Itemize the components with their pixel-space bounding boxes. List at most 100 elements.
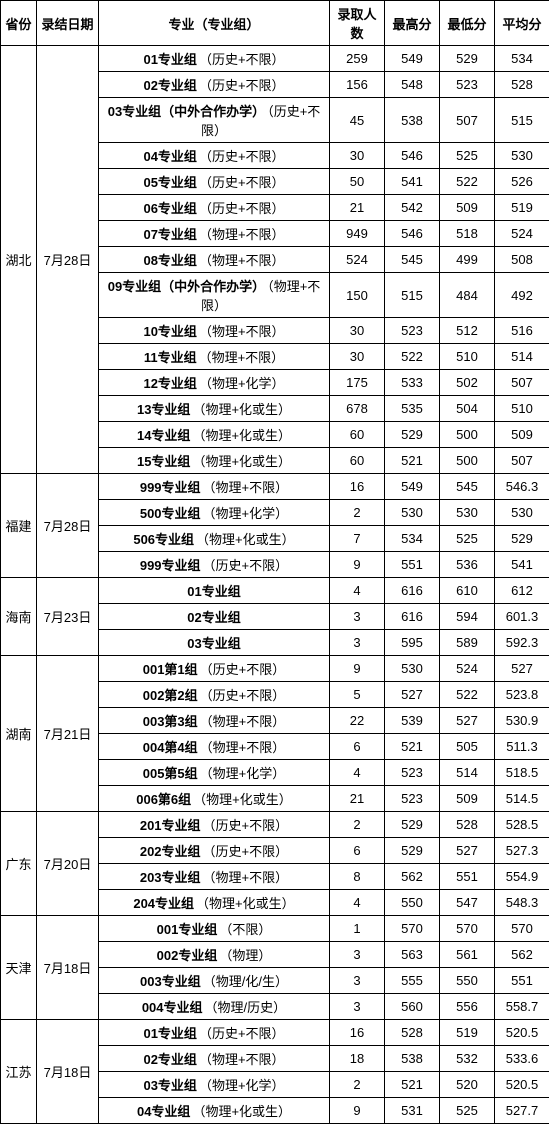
major-name: 02专业组 xyxy=(143,1052,196,1067)
major-name: 12专业组 xyxy=(143,376,196,391)
min-cell: 499 xyxy=(440,247,495,273)
min-cell: 589 xyxy=(440,630,495,656)
major-cell: 11专业组（物理+不限） xyxy=(99,344,330,370)
major-cell: 08专业组（物理+不限） xyxy=(99,247,330,273)
avg-cell: 511.3 xyxy=(495,734,549,760)
max-cell: 542 xyxy=(385,195,440,221)
date-cell: 7月20日 xyxy=(37,812,99,916)
avg-cell: 527 xyxy=(495,656,549,682)
province-cell: 湖北 xyxy=(1,46,37,474)
min-cell: 528 xyxy=(440,812,495,838)
avg-cell: 520.5 xyxy=(495,1072,549,1098)
count-cell: 5 xyxy=(330,682,385,708)
avg-cell: 570 xyxy=(495,916,549,942)
major-cell: 204专业组（物理+化或生） xyxy=(99,890,330,916)
avg-cell: 514 xyxy=(495,344,549,370)
avg-cell: 548.3 xyxy=(495,890,549,916)
avg-cell: 533.6 xyxy=(495,1046,549,1072)
max-cell: 541 xyxy=(385,169,440,195)
count-cell: 4 xyxy=(330,760,385,786)
major-suffix: （历史+不限） xyxy=(199,1026,285,1041)
max-cell: 534 xyxy=(385,526,440,552)
max-cell: 523 xyxy=(385,786,440,812)
max-cell: 548 xyxy=(385,72,440,98)
max-cell: 529 xyxy=(385,838,440,864)
major-cell: 004第4组（物理+不限） xyxy=(99,734,330,760)
avg-cell: 530 xyxy=(495,143,549,169)
count-cell: 3 xyxy=(330,994,385,1020)
major-cell: 05专业组（历史+不限） xyxy=(99,169,330,195)
province-cell: 福建 xyxy=(1,474,37,578)
max-cell: 549 xyxy=(385,46,440,72)
major-cell: 07专业组（物理+不限） xyxy=(99,221,330,247)
major-name: 01专业组 xyxy=(143,52,196,67)
major-suffix: （物理+不限） xyxy=(199,324,285,339)
major-name: 506专业组 xyxy=(133,532,194,547)
table-row: 海南7月23日01专业组4616610612 xyxy=(1,578,549,604)
count-cell: 175 xyxy=(330,370,385,396)
major-cell: 14专业组（物理+化或生） xyxy=(99,422,330,448)
min-cell: 525 xyxy=(440,1098,495,1124)
count-cell: 9 xyxy=(330,656,385,682)
province-cell: 海南 xyxy=(1,578,37,656)
min-cell: 536 xyxy=(440,552,495,578)
avg-cell: 541 xyxy=(495,552,549,578)
major-cell: 15专业组（物理+化或生） xyxy=(99,448,330,474)
avg-cell: 558.7 xyxy=(495,994,549,1020)
avg-cell: 508 xyxy=(495,247,549,273)
major-name: 02专业组 xyxy=(187,610,240,625)
major-suffix: （历史+不限） xyxy=(199,175,285,190)
max-cell: 595 xyxy=(385,630,440,656)
min-cell: 520 xyxy=(440,1072,495,1098)
count-cell: 18 xyxy=(330,1046,385,1072)
major-suffix: （物理+不限） xyxy=(200,714,286,729)
date-cell: 7月18日 xyxy=(37,1020,99,1124)
min-cell: 504 xyxy=(440,396,495,422)
date-cell: 7月21日 xyxy=(37,656,99,812)
major-suffix: （物理+化或生） xyxy=(192,428,291,443)
count-cell: 678 xyxy=(330,396,385,422)
province-cell: 天津 xyxy=(1,916,37,1020)
count-cell: 16 xyxy=(330,1020,385,1046)
max-cell: 523 xyxy=(385,318,440,344)
major-name: 15专业组 xyxy=(137,454,190,469)
major-cell: 01专业组（历史+不限） xyxy=(99,1020,330,1046)
max-cell: 563 xyxy=(385,942,440,968)
major-name: 004第4组 xyxy=(143,740,198,755)
min-cell: 522 xyxy=(440,169,495,195)
major-name: 006第6组 xyxy=(136,792,191,807)
major-cell: 09专业组（中外合作办学）（物理+不限） xyxy=(99,273,330,318)
major-name: 01专业组 xyxy=(187,584,240,599)
major-suffix: （物理+化学） xyxy=(199,376,285,391)
major-suffix: （物理+不限） xyxy=(199,1052,285,1067)
avg-cell: 530 xyxy=(495,500,549,526)
major-suffix: （物理+化或生） xyxy=(196,532,295,547)
max-cell: 521 xyxy=(385,734,440,760)
min-cell: 518 xyxy=(440,221,495,247)
table-row: 天津7月18日001专业组（不限）1570570570 xyxy=(1,916,549,942)
max-cell: 521 xyxy=(385,1072,440,1098)
max-cell: 550 xyxy=(385,890,440,916)
min-cell: 561 xyxy=(440,942,495,968)
max-cell: 522 xyxy=(385,344,440,370)
max-cell: 546 xyxy=(385,143,440,169)
major-cell: 506专业组（物理+化或生） xyxy=(99,526,330,552)
major-cell: 004专业组（物理/历史） xyxy=(99,994,330,1020)
major-cell: 003专业组（物理/化/生） xyxy=(99,968,330,994)
avg-cell: 562 xyxy=(495,942,549,968)
major-suffix: （物理+化学） xyxy=(199,1078,285,1093)
major-name: 204专业组 xyxy=(133,896,194,911)
major-name: 999专业组 xyxy=(140,558,201,573)
count-cell: 4 xyxy=(330,578,385,604)
major-suffix: （物理+化学） xyxy=(200,766,286,781)
max-cell: 530 xyxy=(385,656,440,682)
max-cell: 523 xyxy=(385,760,440,786)
major-suffix: （历史+不限） xyxy=(199,78,285,93)
min-cell: 532 xyxy=(440,1046,495,1072)
province-cell: 湖南 xyxy=(1,656,37,812)
major-name: 999专业组 xyxy=(140,480,201,495)
count-cell: 150 xyxy=(330,273,385,318)
major-name: 01专业组 xyxy=(143,1026,196,1041)
avg-cell: 519 xyxy=(495,195,549,221)
col-province: 省份 xyxy=(1,1,37,46)
